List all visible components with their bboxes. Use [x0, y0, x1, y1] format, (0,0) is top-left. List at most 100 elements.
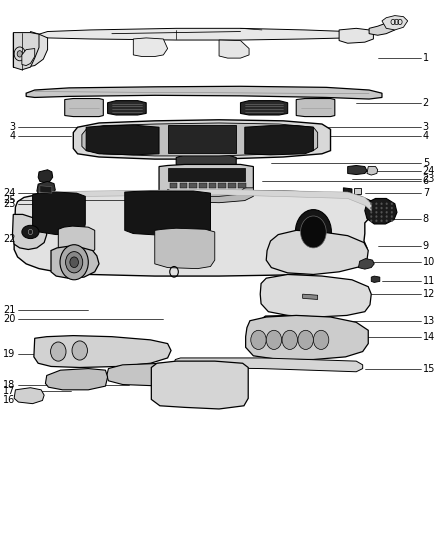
Circle shape — [391, 211, 393, 213]
Polygon shape — [108, 101, 146, 115]
Circle shape — [381, 203, 382, 205]
Text: 15: 15 — [423, 364, 435, 374]
Polygon shape — [12, 214, 47, 249]
Polygon shape — [40, 185, 52, 193]
Polygon shape — [382, 15, 408, 30]
Text: 8: 8 — [423, 214, 429, 224]
Polygon shape — [58, 226, 95, 256]
Circle shape — [266, 330, 282, 350]
Polygon shape — [266, 230, 368, 274]
Text: 13: 13 — [423, 316, 435, 326]
Polygon shape — [339, 28, 374, 43]
Text: 19: 19 — [3, 349, 15, 359]
Circle shape — [371, 215, 372, 217]
Text: 23: 23 — [3, 199, 15, 209]
Polygon shape — [38, 169, 53, 182]
Circle shape — [386, 207, 388, 209]
Circle shape — [391, 207, 393, 209]
Polygon shape — [262, 316, 307, 324]
Circle shape — [282, 330, 297, 350]
Polygon shape — [358, 259, 374, 269]
Polygon shape — [82, 123, 318, 156]
Circle shape — [375, 207, 377, 209]
Polygon shape — [168, 167, 245, 181]
Polygon shape — [199, 182, 207, 188]
Polygon shape — [260, 274, 371, 317]
Polygon shape — [371, 276, 380, 282]
Circle shape — [313, 330, 329, 350]
Circle shape — [371, 220, 372, 222]
Circle shape — [386, 203, 388, 205]
Polygon shape — [26, 86, 382, 99]
Polygon shape — [159, 165, 253, 198]
Circle shape — [371, 211, 372, 213]
Text: 7: 7 — [423, 188, 429, 198]
Circle shape — [386, 215, 388, 217]
Polygon shape — [51, 246, 99, 278]
Circle shape — [381, 211, 382, 213]
Circle shape — [381, 215, 382, 217]
Polygon shape — [369, 21, 395, 35]
Text: 17: 17 — [3, 386, 15, 397]
Polygon shape — [348, 165, 367, 174]
Circle shape — [375, 215, 377, 217]
Circle shape — [381, 207, 382, 209]
Text: 23: 23 — [423, 174, 435, 184]
Text: 24: 24 — [423, 166, 435, 176]
Polygon shape — [65, 99, 103, 117]
Text: 16: 16 — [3, 395, 15, 406]
Text: 20: 20 — [3, 313, 15, 324]
Ellipse shape — [22, 225, 39, 239]
Circle shape — [386, 211, 388, 213]
Polygon shape — [168, 125, 236, 153]
Polygon shape — [238, 182, 246, 188]
Circle shape — [72, 341, 88, 360]
Text: 22: 22 — [3, 234, 15, 244]
Polygon shape — [22, 49, 35, 66]
Polygon shape — [168, 188, 253, 203]
Text: 14: 14 — [423, 332, 435, 342]
Polygon shape — [125, 191, 211, 236]
Circle shape — [371, 203, 372, 205]
Polygon shape — [32, 192, 85, 235]
Polygon shape — [155, 228, 215, 269]
Polygon shape — [39, 189, 371, 211]
Text: 21: 21 — [3, 305, 15, 315]
Polygon shape — [245, 126, 313, 155]
Polygon shape — [228, 182, 236, 188]
Polygon shape — [86, 125, 159, 155]
Polygon shape — [14, 387, 44, 403]
Circle shape — [251, 330, 266, 350]
Text: 25: 25 — [3, 195, 15, 205]
Polygon shape — [240, 101, 288, 115]
Text: 5: 5 — [423, 158, 429, 168]
Polygon shape — [46, 368, 108, 390]
Polygon shape — [354, 188, 360, 194]
Text: 9: 9 — [423, 241, 429, 251]
Polygon shape — [246, 316, 368, 360]
Circle shape — [375, 203, 377, 205]
Text: 4: 4 — [9, 131, 15, 141]
Polygon shape — [218, 182, 226, 188]
Text: 3: 3 — [9, 122, 15, 132]
Text: 4: 4 — [423, 131, 429, 141]
Circle shape — [66, 252, 83, 273]
Circle shape — [381, 220, 382, 222]
Circle shape — [391, 203, 393, 205]
Text: 10: 10 — [423, 257, 435, 267]
Polygon shape — [34, 336, 171, 368]
Polygon shape — [180, 182, 187, 188]
Circle shape — [391, 220, 393, 222]
Circle shape — [298, 330, 313, 350]
Polygon shape — [170, 182, 177, 188]
Circle shape — [17, 51, 22, 57]
Circle shape — [371, 207, 372, 209]
Circle shape — [70, 257, 78, 268]
Polygon shape — [365, 198, 397, 224]
Text: 24: 24 — [3, 188, 15, 198]
Circle shape — [391, 215, 393, 217]
Polygon shape — [151, 361, 248, 409]
Polygon shape — [107, 364, 200, 386]
Circle shape — [60, 245, 88, 280]
Polygon shape — [219, 40, 249, 58]
